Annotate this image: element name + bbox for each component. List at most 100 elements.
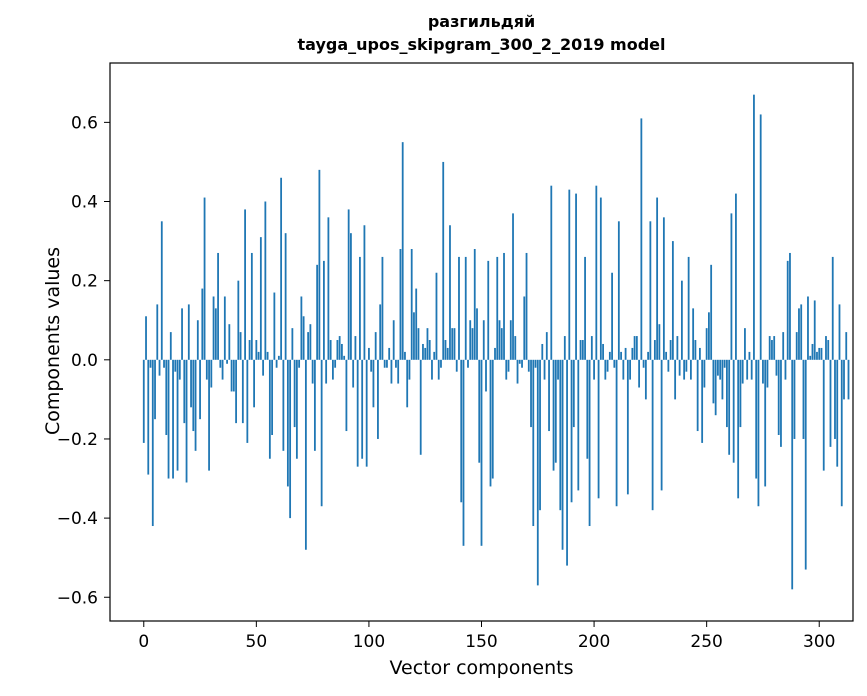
bar [293,359,296,428]
y-tick-label: 0.2 [71,272,98,292]
bar [467,359,469,368]
bar [552,359,555,471]
bar [192,359,195,432]
bar [196,320,199,360]
bar [185,359,188,483]
bar [705,328,708,360]
bar [847,359,850,400]
bar [478,359,481,463]
bar [570,359,573,503]
bar [557,359,559,380]
bar [678,359,681,376]
bar [768,336,771,360]
bar [174,359,177,372]
bar [268,359,271,459]
bar [408,359,411,380]
bar [568,189,571,360]
bar [613,359,616,368]
bar [460,359,463,503]
bar [271,359,274,435]
bar [354,336,357,360]
bar [696,359,699,432]
bar [313,359,316,451]
bar [201,288,204,360]
bar [149,359,152,368]
bar [379,304,382,360]
bar [789,252,791,360]
bar [698,347,701,360]
bar [266,351,269,360]
x-tick-label: 250 [690,632,722,652]
bar [714,359,717,416]
bar [822,359,825,471]
bar [359,256,361,360]
bar [334,359,337,368]
bar [782,332,785,360]
bar [494,347,496,360]
bar [604,359,607,380]
bar [327,217,330,360]
bar [656,197,659,360]
bar [415,288,418,360]
bar [476,308,478,360]
bar [685,359,688,372]
bar [680,280,683,360]
bar [455,359,458,372]
bar [710,264,713,360]
bar [500,328,503,360]
bar [741,359,744,384]
bar [813,300,816,360]
bar [291,328,294,360]
bar [221,359,224,380]
bar [525,252,528,360]
bar [282,359,285,451]
bar [541,343,544,360]
chart-title: разгильдяй [427,12,536,31]
bar [748,351,751,360]
bar [223,296,226,360]
bar [662,217,665,360]
x-tick-label: 0 [138,632,149,652]
bar [647,351,650,360]
bar [735,193,737,360]
bar [404,351,406,360]
bar [590,336,593,360]
bar [289,359,292,519]
bar [802,359,805,439]
bar [539,359,541,511]
bar [671,241,674,360]
bar [615,359,618,507]
bar [142,359,145,443]
bar [629,359,632,380]
bar [237,280,240,360]
bar [417,328,420,360]
bar [550,185,553,360]
bar [728,359,731,455]
bar [320,359,323,507]
bar [214,308,217,360]
bar [845,332,848,360]
bar [626,359,629,495]
bar [203,197,206,360]
bar [762,359,764,384]
bar [250,252,253,360]
bar [255,340,258,360]
bar [338,336,341,360]
bar [649,221,652,360]
y-tick-label: −0.4 [57,509,98,529]
bar [669,340,672,360]
bar [566,359,568,566]
bar [491,359,494,479]
y-axis: −0.6 −0.4 −0.2 0.0 0.2 0.4 0.6 [57,113,110,608]
bar [464,256,467,360]
bar [834,359,836,439]
bar [286,359,289,487]
bar [843,359,845,400]
bar [496,256,499,360]
bar [579,340,582,360]
bar [840,359,843,507]
bar [183,359,186,424]
bar [827,340,830,360]
bar [653,340,656,360]
bar [602,343,604,360]
